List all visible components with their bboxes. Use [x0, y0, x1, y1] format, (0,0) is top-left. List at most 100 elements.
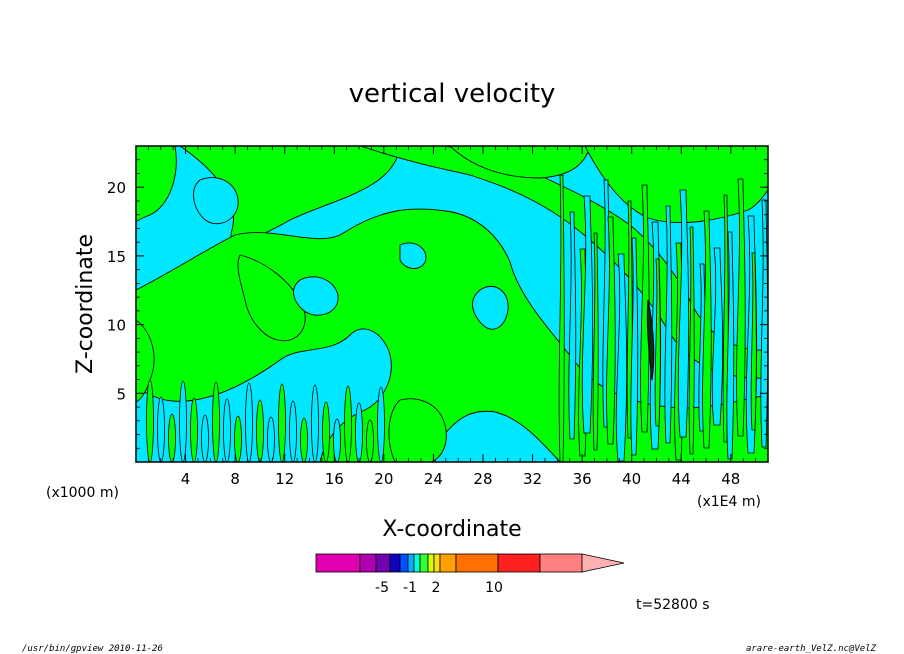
strong-updraft-core — [646, 299, 655, 381]
colorbar-segment — [359, 553, 377, 573]
y-tick-label: 10 — [107, 317, 126, 335]
contour-region-positive — [237, 254, 306, 342]
colorbar-segment — [427, 553, 435, 573]
near-surface-cell — [168, 413, 176, 462]
colorbar — [315, 553, 625, 573]
near-surface-cell — [256, 399, 264, 462]
near-surface-cell — [377, 386, 385, 462]
colorbar-segment — [407, 553, 415, 573]
colorbar-tick-label: -1 — [403, 580, 417, 596]
colorbar-tick-label: 2 — [432, 580, 441, 596]
x-axis: 4 8 12 16 20 24 28 32 36 40 44 48 — [147, 146, 757, 488]
near-surface-cell — [179, 380, 187, 462]
colorbar-segment — [439, 553, 457, 573]
y-tick-label: 5 — [116, 385, 126, 403]
near-surface-cell — [333, 418, 341, 462]
contour-region-negative — [193, 177, 239, 225]
x-tick-label: 36 — [573, 470, 592, 488]
colorbar-tick-label: -5 — [375, 580, 389, 596]
near-surface-cell — [355, 402, 363, 462]
convective-streak — [654, 258, 661, 427]
contour-region-positive — [136, 146, 177, 223]
convective-streak — [615, 253, 628, 462]
y-tick-label: 20 — [107, 179, 126, 197]
colorbar-tick-label: 10 — [485, 580, 503, 596]
convective-streak — [664, 205, 673, 444]
convective-streak — [677, 189, 690, 438]
x-tick-label: 40 — [622, 470, 641, 488]
convective-streak — [688, 226, 695, 455]
near-surface-cell — [223, 398, 231, 462]
near-surface-cell — [245, 382, 253, 462]
y-axis-title: Z-coordinate — [73, 234, 98, 374]
time-label: t=52800 s — [636, 597, 710, 613]
velocity-field — [136, 146, 768, 462]
x-tick-label: 8 — [230, 470, 240, 488]
y-tick-label: 15 — [107, 248, 126, 266]
convective-streak — [702, 210, 712, 449]
colorbar-segment — [389, 553, 401, 573]
x-tick-label: 20 — [374, 470, 393, 488]
near-surface-cell — [212, 381, 220, 462]
convective-streak — [750, 252, 757, 431]
near-surface-cell — [311, 384, 319, 462]
x-tick-label: 44 — [672, 470, 691, 488]
x-tick-label: 48 — [721, 470, 740, 488]
contour-region-negative — [293, 276, 339, 316]
colorbar-segment — [315, 553, 361, 573]
colorbar-segment — [419, 553, 429, 573]
convective-streak — [558, 174, 565, 462]
x-unit-right: (x1E4 m) — [697, 494, 761, 510]
x-tick-label: 4 — [181, 470, 191, 488]
convective-streak — [592, 232, 599, 451]
near-surface-cell — [300, 417, 308, 462]
convective-streak — [568, 211, 577, 440]
convective-streak — [581, 195, 594, 434]
colorbar-segment — [433, 553, 441, 573]
colorbar-extension — [581, 553, 625, 573]
colorbar-segment — [413, 553, 421, 573]
convective-streak — [711, 247, 724, 426]
near-surface-cell — [322, 401, 330, 462]
x-axis-title: X-coordinate — [382, 517, 521, 542]
y-axis: 5 10 15 20 — [107, 159, 768, 449]
x-tick-label: 16 — [325, 470, 344, 488]
near-surface-cell — [201, 414, 209, 462]
convective-streak — [760, 199, 768, 448]
convective-streak — [726, 231, 735, 460]
near-surface-cell — [190, 397, 198, 462]
near-surface-cell — [278, 383, 286, 462]
x-unit-left: (x1000 m) — [46, 485, 119, 501]
convective-streak — [640, 184, 650, 433]
x-tick-label: 12 — [275, 470, 294, 488]
colorbar-segment — [399, 553, 409, 573]
footer-left: /usr/bin/gpview 2010-11-26 — [22, 644, 163, 654]
plot-frame — [135, 145, 769, 463]
convective-streak — [736, 178, 746, 437]
contour-region-negative — [472, 285, 509, 330]
x-tick-label: 32 — [523, 470, 542, 488]
colorbar-segment — [375, 553, 391, 573]
convective-streak — [606, 216, 616, 445]
near-surface-cell — [289, 400, 297, 462]
contour-region-positive — [449, 146, 591, 179]
near-surface-cell — [267, 416, 275, 462]
contour-region-positive — [388, 398, 447, 462]
near-surface-cell — [157, 396, 165, 462]
colorbar-segment — [455, 553, 499, 573]
near-surface-cell — [234, 415, 242, 462]
footer-right: arare-earth_VelZ.nc@VelZ — [746, 644, 877, 654]
colorbar-segment — [539, 553, 583, 573]
contour-region-negative — [399, 242, 427, 269]
colorbar-ticks: -5 -1 2 10 — [375, 580, 503, 596]
near-surface-cell — [146, 379, 154, 462]
x-tick-label: 24 — [424, 470, 443, 488]
colorbar-segment — [497, 553, 541, 573]
chart-title: vertical velocity — [349, 79, 556, 109]
near-surface-cell — [344, 385, 352, 462]
x-tick-label: 28 — [473, 470, 492, 488]
near-surface-cell — [366, 419, 374, 462]
convective-streak — [630, 237, 639, 456]
